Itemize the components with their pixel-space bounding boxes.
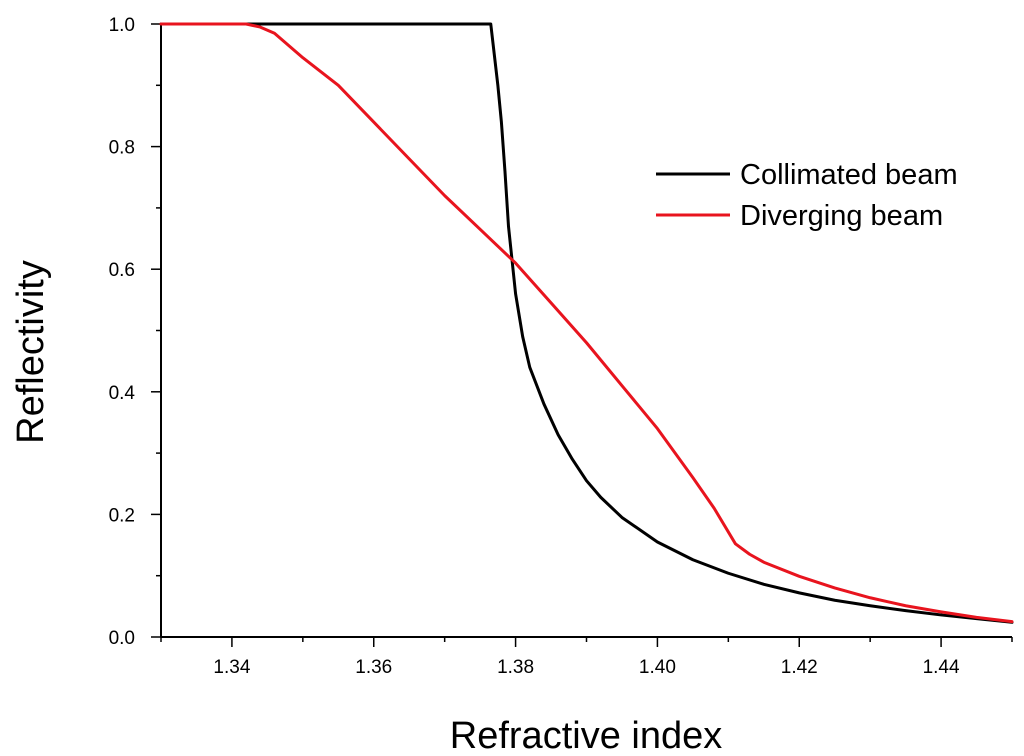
y-tick-label: 0.6	[109, 260, 135, 281]
axes: 1.34 1.36 1.38 1.40 1.42 1.44 0.0 0.2 0.4 0.6 0.8 1…	[109, 15, 1013, 678]
y-tick-label: 1.0	[109, 15, 135, 36]
series-layer	[159, 22, 1014, 624]
y-tick-label: 0.0	[109, 628, 135, 649]
x-tick-label: 1.36	[355, 657, 392, 678]
x-tick-label: 1.34	[213, 657, 250, 678]
series-line-collimated-beam	[159, 22, 1014, 624]
x-tick-label: 1.40	[639, 657, 676, 678]
legend-label-diverging-beam: Diverging beam	[740, 200, 943, 232]
y-tick-label: 0.4	[109, 383, 136, 404]
y-axis-title: Reflectivity	[10, 260, 52, 444]
legend: Collimated beam Diverging beam	[656, 159, 958, 232]
series-line-diverging-beam	[159, 22, 1014, 624]
x-tick-label: 1.42	[781, 657, 818, 678]
y-tick-label: 0.2	[109, 505, 135, 526]
x-tick-label: 1.38	[497, 657, 534, 678]
legend-label-collimated-beam: Collimated beam	[740, 159, 958, 191]
x-tick-label: 1.44	[923, 657, 960, 678]
x-axis-title: Refractive index	[450, 715, 722, 756]
y-tick-label: 0.8	[109, 138, 135, 159]
